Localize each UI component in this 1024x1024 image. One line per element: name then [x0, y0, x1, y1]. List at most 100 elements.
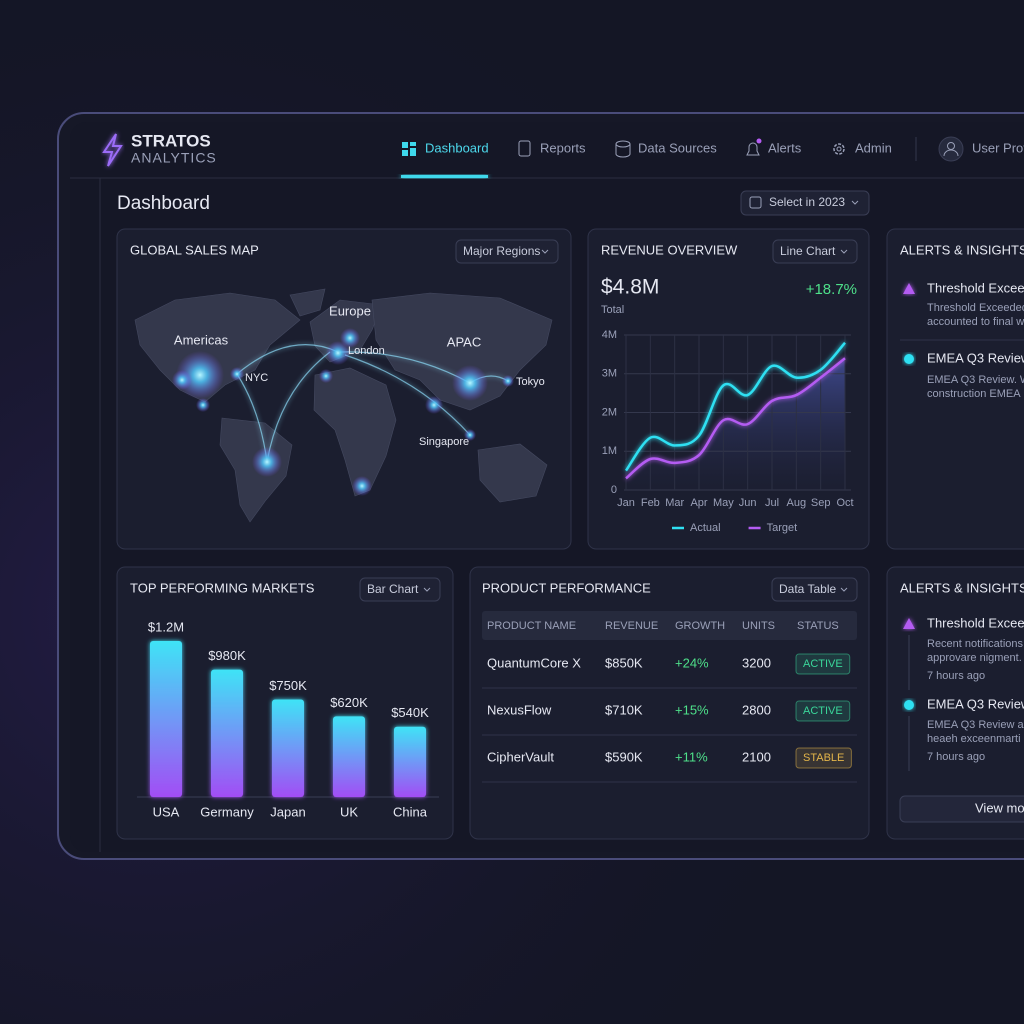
x-tick-label: Japan — [270, 804, 305, 819]
alert-title[interactable]: Threshold Exceeded — [927, 615, 1024, 630]
y-tick-label: 4M — [602, 329, 617, 341]
region-label: Europe — [329, 303, 371, 318]
alert-text: heaeh exceenmarti — [927, 733, 1021, 745]
connection-arc — [266, 351, 331, 463]
table-cell: $590K — [605, 749, 643, 764]
y-tick-label: 0 — [611, 484, 617, 496]
hotspots — [172, 328, 514, 496]
hotspot — [172, 370, 192, 390]
dropdown-label[interactable]: Major Regions — [463, 244, 540, 258]
user-menu[interactable]: User Profile — [972, 140, 1024, 155]
dropdown-label[interactable]: Bar Chart — [367, 582, 419, 596]
chevron — [840, 249, 848, 254]
table-cell: +24% — [675, 655, 709, 670]
table-cell: $710K — [605, 702, 643, 717]
bar-value-label: $540K — [391, 705, 429, 720]
bar-value-label: $1.2M — [148, 619, 184, 634]
connection-arc — [344, 354, 471, 436]
nav-icon — [402, 142, 408, 148]
bar — [211, 669, 243, 797]
bar — [394, 726, 426, 797]
brand-sub: ANALYTICS — [131, 150, 217, 166]
dropdown-label[interactable]: Data Table — [779, 582, 836, 596]
hotspot — [464, 429, 476, 441]
view-more-label[interactable]: View more — [975, 800, 1024, 815]
total-value: $4.8M — [601, 276, 659, 299]
alert-text: EMEA Q3 Review ar — [927, 719, 1024, 731]
region-label: Americas — [174, 332, 229, 347]
table-cell: QuantumCore X — [487, 655, 581, 670]
alert-time: 7 hours ago — [927, 670, 985, 682]
city-label: NYC — [245, 372, 268, 384]
period-select[interactable] — [740, 190, 870, 216]
x-tick-label: Jan — [617, 497, 635, 509]
bar — [333, 716, 365, 797]
panel-title: TOP PERFORMING MARKETS — [130, 580, 315, 595]
area — [626, 358, 845, 490]
x-tick-label: China — [393, 804, 428, 819]
chevron — [423, 587, 431, 592]
dropdown-label[interactable]: Line Chart — [780, 244, 836, 258]
alert-title[interactable]: EMEA Q3 Review — [927, 350, 1024, 365]
view-more-button[interactable] — [899, 795, 1024, 823]
nav-item[interactable]: Data Sources — [638, 140, 717, 155]
bar — [150, 641, 182, 797]
nav-icon — [402, 150, 408, 156]
table-header — [482, 611, 857, 640]
page-title: Dashboard — [117, 193, 210, 214]
x-tick-label: USA — [153, 804, 180, 819]
dropdown[interactable] — [359, 577, 441, 602]
hotspot — [230, 367, 244, 381]
calendar-icon — [749, 196, 762, 209]
region-label: APAC — [447, 334, 481, 349]
dropdown[interactable] — [455, 239, 559, 264]
legend-label: Actual — [690, 522, 721, 534]
x-tick-label: Germany — [200, 804, 254, 819]
nav-icon — [833, 143, 845, 155]
nav-icon — [410, 148, 416, 156]
x-tick-label: Mar — [665, 497, 684, 509]
status-badge — [795, 747, 852, 769]
dropdown[interactable] — [771, 577, 858, 602]
panel-title: REVENUE OVERVIEW — [601, 242, 738, 257]
line — [625, 357, 846, 480]
period-label[interactable]: Select in 2023 — [769, 195, 845, 209]
table-cell: 3200 — [742, 655, 771, 670]
nav-icon — [746, 142, 760, 156]
alert-icon — [903, 283, 915, 294]
hotspot — [319, 369, 333, 383]
status-text: ACTIVE — [803, 658, 843, 670]
bar-value-label: $980K — [208, 648, 246, 663]
alert-icon — [904, 354, 914, 364]
chevron — [541, 249, 549, 254]
column-header: UNITS — [742, 620, 775, 632]
city-label: Tokyo — [516, 376, 545, 388]
nav-item[interactable]: Dashboard — [425, 140, 489, 155]
panel-title: ALERTS & INSIGHTS — [900, 242, 1024, 257]
nav-badge — [756, 138, 762, 144]
x-tick-label: Feb — [641, 497, 660, 509]
alert-title[interactable]: Threshold Exceeded — [927, 280, 1024, 295]
x-tick-label: Apr — [690, 497, 707, 509]
panel-title: ALERTS & INSIGHTS — [900, 580, 1024, 595]
nav-item[interactable]: Reports — [540, 140, 586, 155]
alert-text: Threshold Exceeded — [927, 302, 1024, 314]
table-cell: $850K — [605, 655, 643, 670]
city-label: London — [348, 345, 385, 357]
nav-icon — [615, 144, 631, 158]
nav-item[interactable]: Admin — [855, 140, 892, 155]
nav-icon — [836, 146, 842, 152]
dropdown[interactable] — [772, 239, 858, 264]
nav-icon — [410, 142, 416, 146]
panel-title: PRODUCT PERFORMANCE — [482, 580, 651, 595]
column-header: PRODUCT NAME — [487, 620, 576, 632]
continent — [289, 288, 326, 317]
column-header: REVENUE — [605, 620, 658, 632]
nav-icon — [518, 140, 531, 157]
alert-title[interactable]: EMEA Q3 Review — [927, 696, 1024, 711]
nav-dashboard[interactable]: Dashboard — [401, 140, 489, 178]
nav-item[interactable]: Alerts — [768, 140, 802, 155]
table-cell: NexusFlow — [487, 702, 552, 717]
x-tick-label: UK — [340, 804, 358, 819]
